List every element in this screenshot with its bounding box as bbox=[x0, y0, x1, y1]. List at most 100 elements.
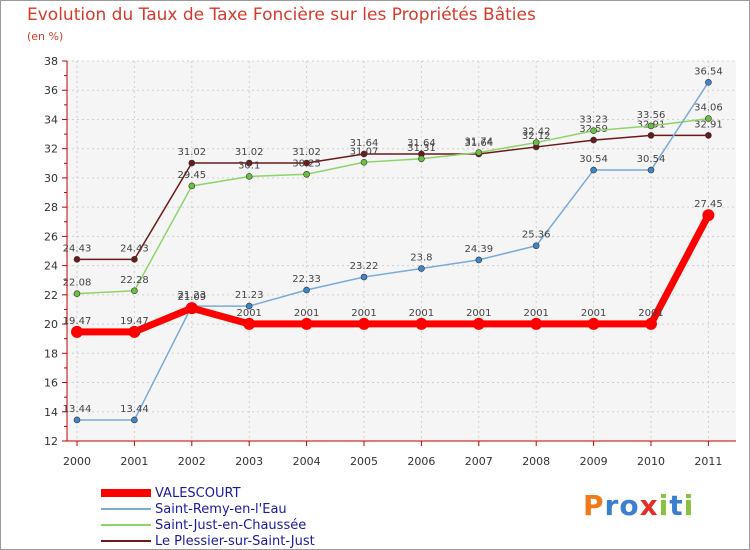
data-point-saint-remy-en-l-eau bbox=[418, 265, 425, 272]
data-label-le-plessier-sur-saint-just: 31.02 bbox=[177, 147, 206, 158]
x-tick-label: 2009 bbox=[580, 455, 608, 468]
data-label-saint-just-en-chauss-e: 30.1 bbox=[238, 160, 260, 171]
legend-label: VALESCOURT bbox=[155, 485, 241, 501]
data-label-saint-remy-en-l-eau: 24.39 bbox=[464, 244, 493, 255]
data-label-le-plessier-sur-saint-just: 24.43 bbox=[63, 243, 92, 254]
logo-letter: r bbox=[604, 489, 620, 522]
y-tick-label: 26 bbox=[44, 230, 58, 243]
y-tick-label: 16 bbox=[44, 377, 58, 390]
series-line-saint-just-en-chauss-e bbox=[76, 117, 709, 295]
y-tick-label: 38 bbox=[44, 55, 58, 68]
legend-swatch bbox=[101, 524, 151, 526]
data-label-saint-just-en-chauss-e: 31.31 bbox=[407, 143, 436, 154]
data-label-saint-remy-en-l-eau: 13.44 bbox=[63, 404, 92, 415]
y-tick-label: 24 bbox=[44, 260, 58, 273]
logo-letter: P bbox=[583, 489, 605, 522]
logo-letter: x bbox=[639, 489, 659, 522]
data-point-valescourt bbox=[530, 317, 543, 330]
series-line-le-plessier-sur-saint-just bbox=[77, 134, 709, 261]
data-point-le-plessier-sur-saint-just bbox=[73, 256, 81, 263]
data-point-saint-remy-en-l-eau bbox=[705, 79, 712, 86]
x-tick-label: 2004 bbox=[293, 455, 321, 468]
x-tick-label: 2002 bbox=[178, 455, 206, 468]
x-tick-label: 2003 bbox=[235, 455, 263, 468]
data-label-saint-remy-en-l-eau: 23.8 bbox=[410, 253, 432, 264]
legend-swatch bbox=[101, 508, 151, 510]
data-label-le-plessier-sur-saint-just: 24.43 bbox=[120, 243, 149, 254]
data-label-saint-remy-en-l-eau: 30.54 bbox=[637, 154, 666, 165]
data-point-valescourt bbox=[300, 317, 313, 330]
y-tick-label: 22 bbox=[44, 289, 58, 302]
data-point-valescourt bbox=[243, 317, 256, 330]
data-label-saint-just-en-chauss-e: 33.23 bbox=[579, 115, 608, 126]
data-point-saint-just-en-chauss-e bbox=[303, 170, 310, 178]
data-label-valescourt: 27.45 bbox=[694, 199, 723, 210]
y-tick-label: 28 bbox=[44, 201, 58, 214]
x-tick-label: 2011 bbox=[694, 455, 722, 468]
data-label-saint-just-en-chauss-e: 34.06 bbox=[694, 103, 723, 114]
x-tick-label: 2000 bbox=[63, 455, 91, 468]
data-point-saint-remy-en-l-eau bbox=[532, 242, 540, 250]
data-label-valescourt: 19.47 bbox=[120, 316, 149, 327]
chart-title: Evolution du Taux de Taxe Foncière sur l… bbox=[27, 5, 536, 25]
data-point-le-plessier-sur-saint-just bbox=[360, 150, 368, 158]
data-point-valescourt bbox=[71, 325, 83, 338]
data-point-saint-remy-en-l-eau bbox=[475, 256, 483, 264]
legend-item: VALESCOURT bbox=[101, 485, 315, 501]
chart-legend: VALESCOURT Saint-Remy-en-l'Eau Saint-Just-… bbox=[101, 485, 315, 549]
logo-letter: t bbox=[669, 489, 684, 522]
data-point-le-plessier-sur-saint-just bbox=[590, 136, 597, 144]
data-label-saint-remy-en-l-eau: 22.33 bbox=[292, 274, 321, 285]
data-point-saint-remy-en-l-eau bbox=[647, 166, 655, 174]
data-label-saint-remy-en-l-eau: 36.54 bbox=[694, 66, 723, 77]
legend-swatch bbox=[101, 489, 151, 497]
data-point-saint-remy-en-l-eau bbox=[245, 302, 253, 310]
data-label-le-plessier-sur-saint-just: 31.64 bbox=[464, 138, 493, 149]
data-label-saint-remy-en-l-eau: 30.54 bbox=[579, 154, 608, 165]
y-tick-label: 36 bbox=[44, 84, 58, 97]
logo-letter: o bbox=[619, 489, 640, 522]
data-point-saint-just-en-chauss-e bbox=[647, 122, 655, 130]
data-point-saint-just-en-chauss-e bbox=[475, 149, 483, 156]
data-label-le-plessier-sur-saint-just: 31.02 bbox=[292, 147, 321, 158]
data-label-valescourt: 19.47 bbox=[63, 316, 92, 327]
data-point-saint-just-en-chauss-e bbox=[532, 139, 540, 146]
data-label-le-plessier-sur-saint-just: 31.64 bbox=[407, 138, 436, 149]
data-point-valescourt bbox=[415, 317, 428, 330]
legend-label: Saint-Remy-en-l'Eau bbox=[155, 501, 287, 517]
legend-swatch bbox=[101, 540, 151, 542]
data-point-saint-just-en-chauss-e bbox=[418, 155, 425, 163]
data-label-saint-just-en-chauss-e: 22.08 bbox=[63, 278, 92, 289]
data-label-saint-just-en-chauss-e: 32.42 bbox=[522, 127, 551, 138]
data-label-saint-just-en-chauss-e: 31.74 bbox=[464, 136, 493, 147]
x-tick-label: 2001 bbox=[120, 455, 148, 468]
x-tick-label: 2010 bbox=[637, 455, 665, 468]
x-tick-label: 2008 bbox=[522, 455, 550, 468]
data-point-valescourt bbox=[645, 317, 657, 330]
data-point-saint-remy-en-l-eau bbox=[590, 166, 597, 174]
data-label-valescourt: 2001 bbox=[581, 308, 606, 319]
data-point-le-plessier-sur-saint-just bbox=[245, 159, 253, 167]
data-point-saint-just-en-chauss-e bbox=[705, 115, 712, 122]
data-label-saint-just-en-chauss-e: 22.28 bbox=[120, 275, 149, 286]
data-label-saint-remy-en-l-eau: 21.23 bbox=[177, 290, 206, 301]
data-point-valescourt bbox=[358, 317, 370, 330]
data-label-saint-remy-en-l-eau: 21.23 bbox=[235, 290, 264, 301]
data-point-saint-remy-en-l-eau bbox=[73, 416, 81, 424]
legend-item: Saint-Just-en-Chaussée bbox=[101, 517, 315, 533]
data-point-valescourt bbox=[472, 317, 485, 330]
data-label-le-plessier-sur-saint-just: 31.64 bbox=[350, 138, 379, 149]
x-tick-label: 2006 bbox=[407, 455, 435, 468]
legend-item: Saint-Remy-en-l'Eau bbox=[101, 501, 315, 517]
y-tick-label: 20 bbox=[44, 318, 58, 331]
data-label-le-plessier-sur-saint-just: 31.02 bbox=[235, 147, 264, 158]
data-label-valescourt: 2001 bbox=[294, 308, 319, 319]
y-tick-label: 18 bbox=[44, 347, 58, 360]
data-point-valescourt bbox=[128, 325, 141, 338]
data-point-saint-just-en-chauss-e bbox=[73, 290, 81, 297]
x-tick-label: 2005 bbox=[350, 455, 378, 468]
data-label-saint-just-en-chauss-e: 30.25 bbox=[292, 158, 321, 169]
y-tick-label: 32 bbox=[44, 143, 58, 156]
x-tick-label: 2007 bbox=[465, 455, 493, 468]
